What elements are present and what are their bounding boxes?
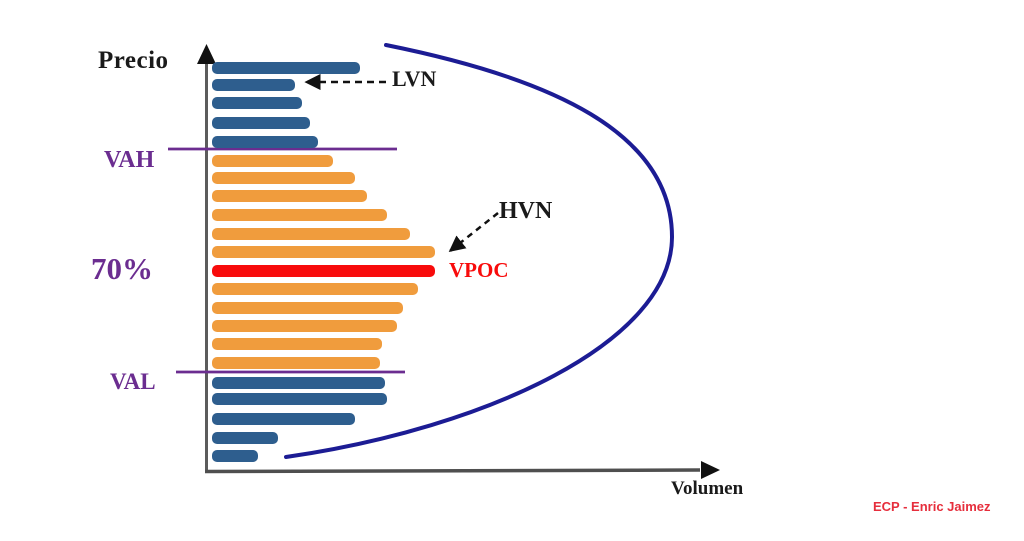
volume-bar (212, 136, 318, 148)
volume-bar (212, 172, 355, 184)
credit-label: ECP - Enric Jaimez (873, 499, 991, 514)
volume-bar (212, 190, 367, 202)
hvn-label: HVN (499, 198, 553, 224)
volume-bar (212, 117, 310, 129)
vah-label: VAH (104, 147, 155, 173)
volume-bar (212, 283, 418, 295)
volume-bar (212, 413, 355, 425)
volume-axis-arrow-icon (701, 461, 720, 479)
volume-bar (212, 338, 382, 350)
lvn-label: LVN (392, 66, 437, 91)
volume-bar (212, 79, 295, 91)
value-area-percent-label: 70% (91, 251, 153, 286)
price-axis-arrow-icon (197, 44, 216, 64)
volume-bar (212, 209, 387, 221)
volume-bar (212, 357, 380, 369)
volume-bar (212, 265, 435, 277)
volume-bar (212, 450, 258, 462)
bell-curve (284, 43, 675, 459)
volume-axis (204, 468, 701, 474)
volume-bar (212, 393, 387, 405)
volume-axis-label: Volumen (671, 478, 744, 499)
volume-bar (212, 246, 435, 258)
price-axis-label: Precio (98, 47, 169, 74)
volume-bar (212, 377, 385, 389)
vpoc-label: VPOC (449, 258, 509, 282)
volume-bar (212, 320, 397, 332)
volume-bar (212, 302, 403, 314)
volume-bar (212, 62, 360, 74)
volume-bar (212, 155, 333, 167)
val-label: VAL (110, 369, 156, 394)
volume-bar (212, 228, 410, 240)
volume-bar (212, 432, 278, 444)
volume-bar (212, 97, 302, 109)
